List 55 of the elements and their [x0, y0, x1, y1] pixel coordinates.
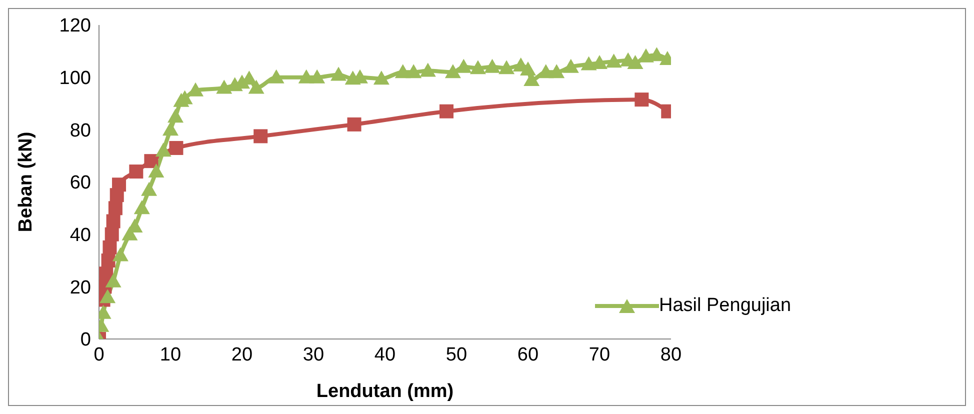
point — [248, 80, 264, 94]
point — [216, 80, 232, 94]
point — [105, 273, 122, 288]
x-tick-label: 0 — [94, 344, 104, 366]
x-tick-label: 20 — [231, 344, 253, 366]
point — [162, 122, 178, 136]
y-tick-label: 100 — [59, 68, 91, 90]
point — [548, 64, 565, 78]
point — [168, 108, 184, 123]
point — [470, 60, 486, 74]
point — [254, 129, 268, 144]
x-axis-title: Lendutan (mm) — [316, 381, 454, 402]
x-tick-label: 60 — [517, 344, 539, 366]
point — [562, 58, 579, 73]
x-tick-label: 70 — [588, 344, 610, 366]
y-tick-label: 60 — [70, 172, 91, 194]
legend-label: Hasil Pengujian — [659, 295, 792, 317]
point — [456, 58, 472, 73]
point — [169, 140, 184, 155]
point — [141, 182, 158, 196]
point — [268, 69, 284, 84]
point — [330, 66, 347, 81]
point — [606, 54, 622, 68]
x-tick-label: 40 — [374, 344, 396, 366]
point — [520, 61, 536, 76]
point — [406, 64, 422, 78]
x-tick-label: 80 — [660, 344, 682, 366]
y-tick-label: 40 — [70, 225, 91, 246]
point — [100, 289, 116, 304]
point — [129, 164, 144, 179]
point — [112, 178, 126, 192]
point — [484, 58, 500, 73]
y-tick-label: 120 — [59, 16, 91, 37]
point — [444, 64, 461, 78]
y-tick-label: 80 — [70, 120, 91, 142]
point — [634, 92, 649, 107]
point — [373, 70, 390, 85]
point — [439, 104, 454, 118]
x-tick-label: 50 — [446, 344, 468, 366]
point — [134, 200, 150, 214]
y-tick-label: 0 — [80, 330, 91, 351]
point — [420, 62, 436, 77]
point — [309, 69, 326, 84]
point — [580, 56, 597, 70]
point — [144, 154, 158, 168]
y-axis-title: Beban (kN) — [16, 132, 37, 232]
point — [347, 117, 362, 132]
point — [627, 54, 644, 69]
point — [148, 164, 164, 178]
point — [498, 60, 515, 74]
point — [112, 247, 128, 262]
x-tick-label: 30 — [302, 344, 324, 366]
point — [155, 142, 172, 157]
x-tick-label: 10 — [160, 344, 182, 366]
y-tick-label: 20 — [70, 277, 91, 298]
